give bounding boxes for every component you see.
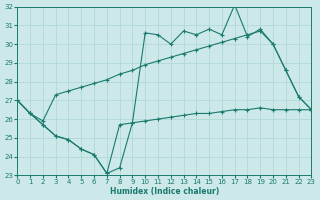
X-axis label: Humidex (Indice chaleur): Humidex (Indice chaleur) bbox=[110, 187, 219, 196]
